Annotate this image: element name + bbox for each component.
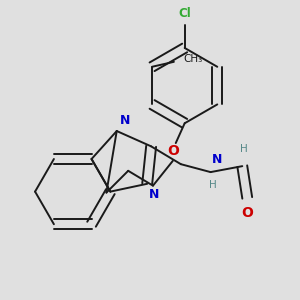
Text: CH₃: CH₃ <box>184 54 203 64</box>
Text: H: H <box>240 144 248 154</box>
Text: H: H <box>208 180 216 190</box>
Text: O: O <box>241 206 253 220</box>
Text: Cl: Cl <box>178 7 191 20</box>
Text: O: O <box>167 144 179 158</box>
Text: N: N <box>120 114 130 127</box>
Text: N: N <box>212 153 222 166</box>
Text: N: N <box>149 188 160 201</box>
